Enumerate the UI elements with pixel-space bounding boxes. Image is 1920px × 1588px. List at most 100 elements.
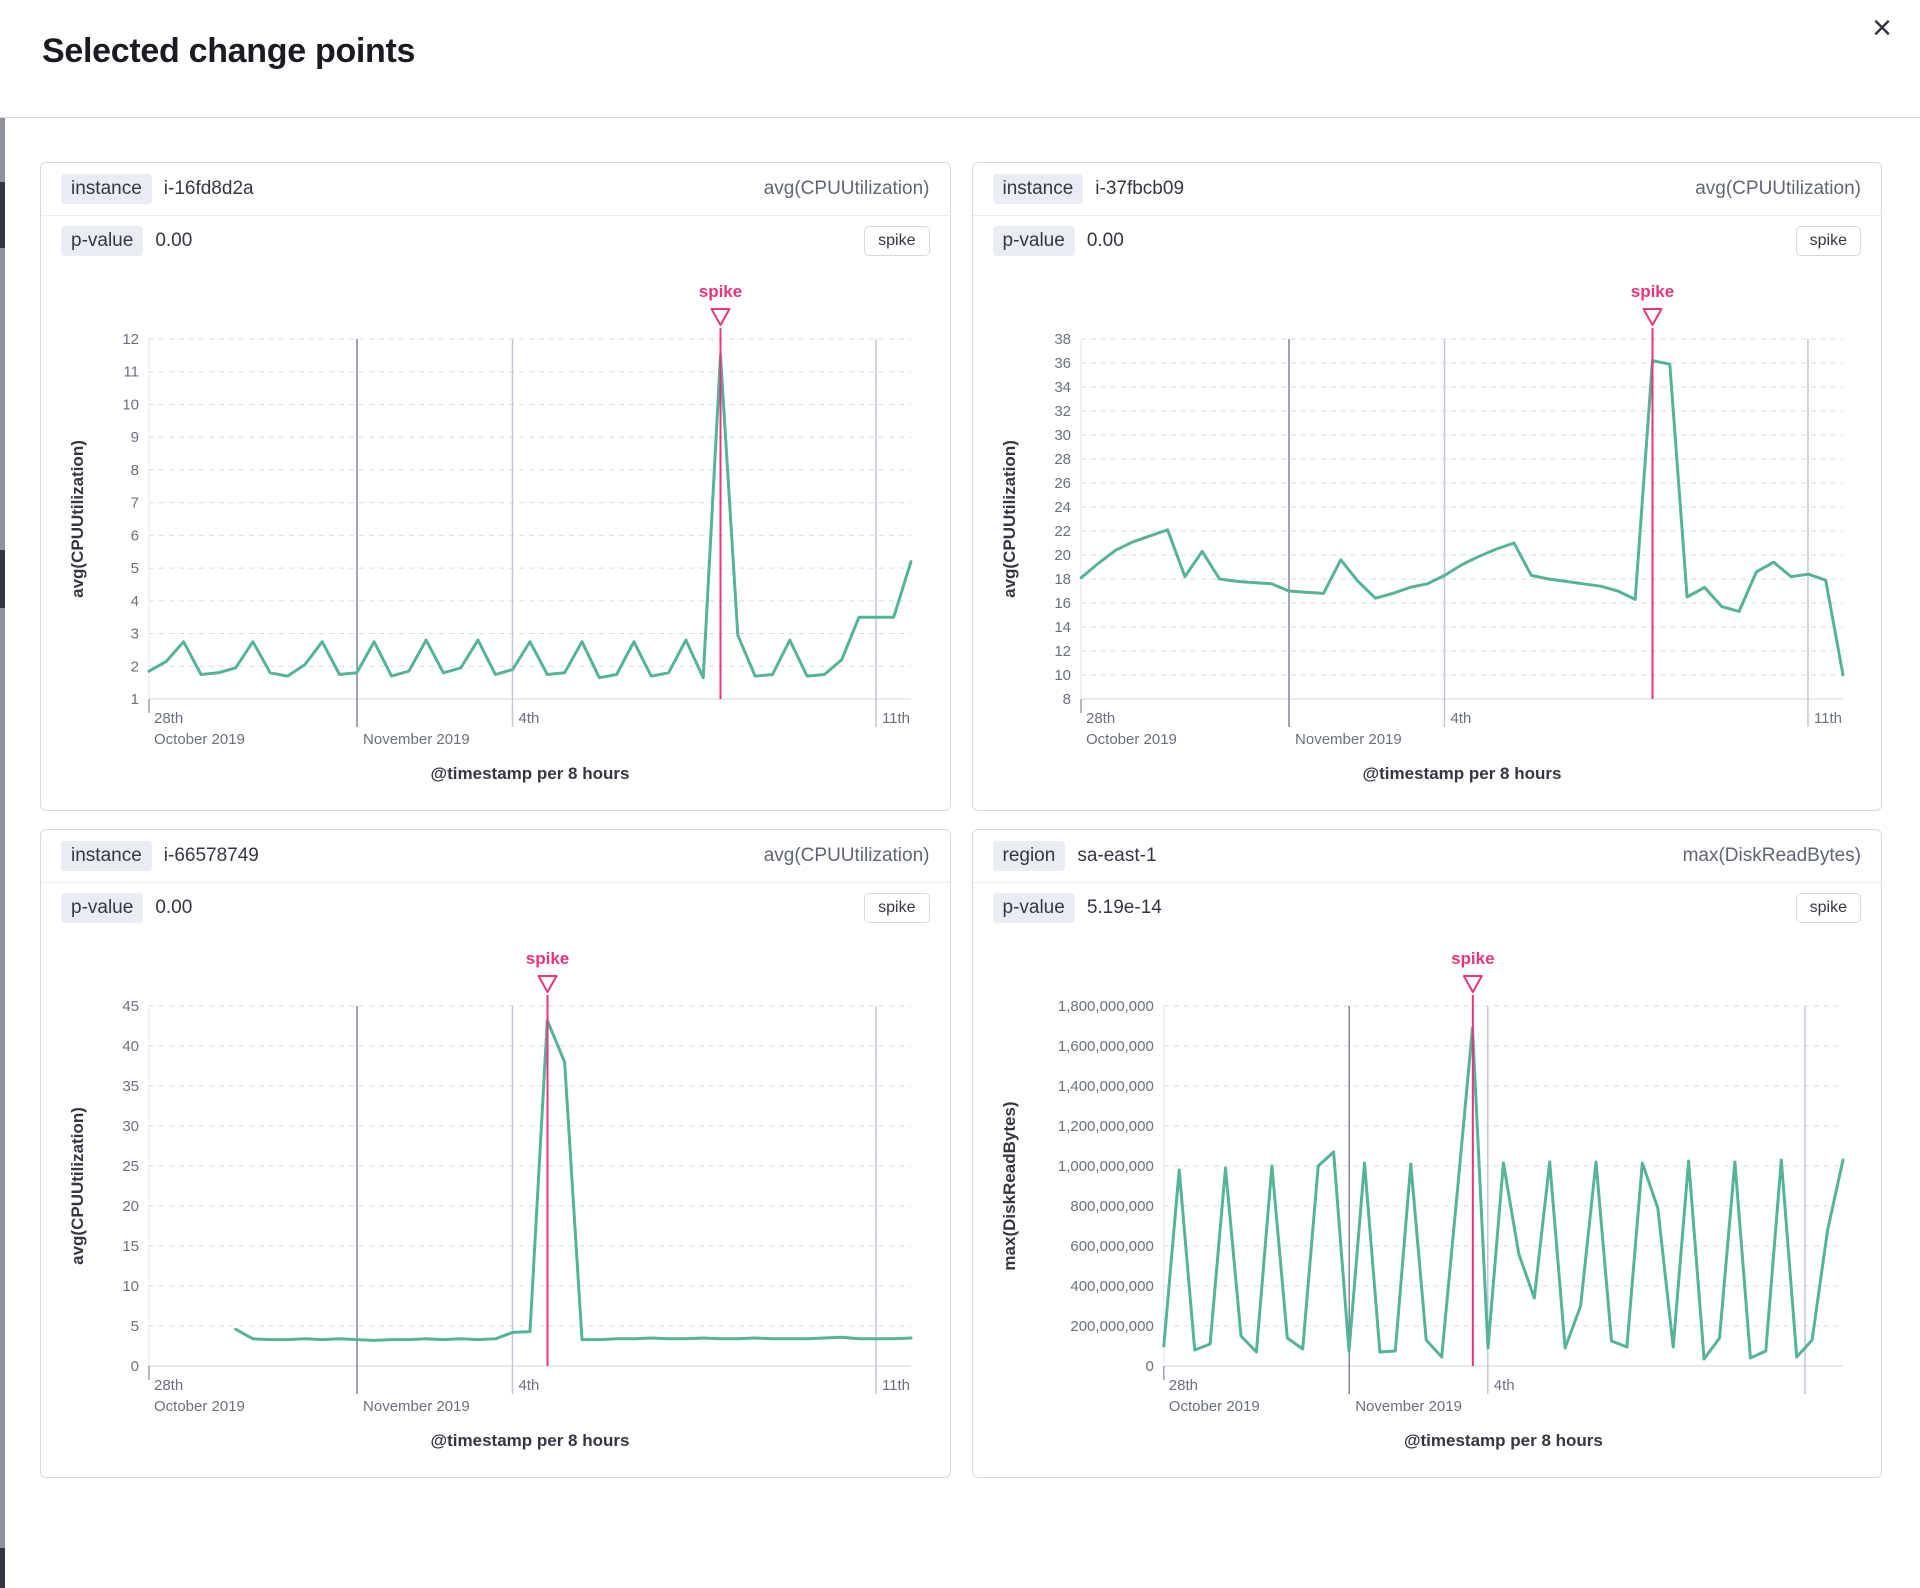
panel-header-row: instance i-66578749 avg(CPUUtilization): [41, 830, 950, 883]
y-tick-label: 30: [1054, 427, 1071, 444]
change-point-panel: instance i-16fd8d2a avg(CPUUtilization) …: [40, 162, 951, 811]
field-value: i-16fd8d2a: [164, 178, 254, 200]
spike-annotation-label: spike: [699, 282, 742, 301]
x-tick-label: 28th: [1086, 710, 1115, 727]
y-tick-label: 10: [1054, 667, 1071, 684]
x-tick-label: 4th: [1493, 1377, 1514, 1394]
y-tick-label: 10: [122, 1278, 139, 1295]
x-tick-label: 4th: [518, 1377, 539, 1394]
y-tick-label: 15: [122, 1238, 139, 1255]
spike-type-button[interactable]: spike: [864, 226, 929, 256]
close-icon[interactable]: ×: [1864, 8, 1900, 48]
x-tick-label: November 2019: [363, 1398, 470, 1415]
spike-marker-triangle-icon: [539, 976, 557, 992]
y-tick-label: 1,600,000,000: [1057, 1038, 1153, 1055]
change-point-chart[interactable]: 0200,000,000400,000,000600,000,000800,00…: [993, 931, 1861, 1466]
y-axis-title: avg(CPUUtilization): [1000, 440, 1019, 598]
change-point-panel: region sa-east-1 max(DiskReadBytes) p-va…: [972, 829, 1883, 1478]
spike-annotation-label: spike: [1451, 949, 1494, 968]
p-value: 0.00: [155, 230, 192, 252]
y-tick-label: 26: [1054, 475, 1071, 492]
p-value: 0.00: [1087, 230, 1124, 252]
y-tick-label: 8: [131, 462, 139, 479]
y-tick-label: 25: [122, 1158, 139, 1175]
x-tick-label: 11th: [1813, 710, 1841, 727]
field-name-badge: instance: [61, 174, 152, 204]
x-tick-label: October 2019: [1168, 1398, 1259, 1415]
x-tick-label: 28th: [1168, 1377, 1197, 1394]
y-tick-label: 6: [131, 527, 139, 544]
modal-header: Selected change points ×: [0, 0, 1920, 118]
y-axis-title: max(DiskReadBytes): [1000, 1101, 1019, 1270]
metric-label: avg(CPUUtilization): [764, 845, 930, 867]
panel-stats-row: p-value 5.19e-14 spike: [973, 883, 1882, 929]
panel-stats-row: p-value 0.00 spike: [973, 216, 1882, 262]
y-tick-label: 1: [131, 691, 139, 708]
spike-type-button[interactable]: spike: [864, 893, 929, 923]
y-tick-label: 12: [122, 331, 139, 348]
change-point-panel: instance i-37fbcb09 avg(CPUUtilization) …: [972, 162, 1883, 811]
x-tick-label: October 2019: [154, 1398, 245, 1415]
y-tick-label: 3: [131, 626, 139, 643]
y-tick-label: 1,200,000,000: [1057, 1118, 1153, 1135]
change-point-chart[interactable]: 810121416182022242628303234363828thOctob…: [993, 264, 1861, 799]
change-point-panel: instance i-66578749 avg(CPUUtilization) …: [40, 829, 951, 1478]
y-tick-label: 5: [131, 560, 139, 577]
y-tick-label: 40: [122, 1038, 139, 1055]
field-value: i-66578749: [164, 845, 259, 867]
panel-stats-row: p-value 0.00 spike: [41, 883, 950, 929]
change-points-grid: instance i-16fd8d2a avg(CPUUtilization) …: [40, 162, 1882, 1478]
page-edge-fragment: [0, 182, 5, 248]
y-tick-label: 5: [131, 1318, 139, 1335]
metric-label: avg(CPUUtilization): [764, 178, 930, 200]
y-tick-label: 16: [1054, 595, 1071, 612]
y-tick-label: 11: [123, 364, 139, 381]
y-tick-label: 7: [131, 495, 139, 512]
y-tick-label: 20: [1054, 547, 1071, 564]
y-tick-label: 14: [1054, 619, 1071, 636]
x-axis-title: @timestamp per 8 hours: [1362, 764, 1561, 783]
y-tick-label: 0: [131, 1358, 139, 1375]
panel-stats-row: p-value 0.00 spike: [41, 216, 950, 262]
p-value-badge: p-value: [61, 226, 143, 256]
y-tick-label: 0: [1145, 1358, 1153, 1375]
spike-marker-triangle-icon: [1463, 976, 1481, 992]
y-tick-label: 36: [1054, 355, 1071, 372]
metric-line-series: [149, 355, 911, 677]
spike-type-button[interactable]: spike: [1796, 893, 1861, 923]
x-tick-label: 4th: [1450, 710, 1471, 727]
y-tick-label: 1,400,000,000: [1057, 1078, 1153, 1095]
y-tick-label: 24: [1054, 499, 1071, 516]
metric-label: max(DiskReadBytes): [1683, 845, 1861, 867]
x-tick-label: 28th: [154, 1377, 183, 1394]
y-tick-label: 28: [1054, 451, 1071, 468]
x-tick-label: October 2019: [1086, 731, 1177, 748]
y-tick-label: 1,800,000,000: [1057, 998, 1153, 1015]
y-tick-label: 10: [122, 396, 139, 413]
spike-type-button[interactable]: spike: [1796, 226, 1861, 256]
metric-line-series: [1081, 361, 1843, 675]
panel-header-row: instance i-16fd8d2a avg(CPUUtilization): [41, 163, 950, 216]
y-tick-label: 1,000,000,000: [1057, 1158, 1153, 1175]
p-value: 5.19e-14: [1087, 897, 1162, 919]
y-tick-label: 45: [122, 998, 139, 1015]
p-value-badge: p-value: [61, 893, 143, 923]
field-name-badge: instance: [993, 174, 1084, 204]
y-tick-label: 400,000,000: [1070, 1278, 1153, 1295]
panel-header-row: instance i-37fbcb09 avg(CPUUtilization): [973, 163, 1882, 216]
x-tick-label: November 2019: [363, 731, 470, 748]
p-value-badge: p-value: [993, 226, 1075, 256]
y-tick-label: 22: [1054, 523, 1071, 540]
x-axis-title: @timestamp per 8 hours: [431, 1431, 630, 1450]
y-axis-title: avg(CPUUtilization): [68, 1107, 87, 1265]
x-tick-label: November 2019: [1295, 731, 1402, 748]
x-tick-label: 4th: [518, 710, 539, 727]
field-name-badge: region: [993, 841, 1066, 871]
y-tick-label: 35: [122, 1078, 139, 1095]
y-tick-label: 2: [131, 658, 139, 675]
field-name-badge: instance: [61, 841, 152, 871]
